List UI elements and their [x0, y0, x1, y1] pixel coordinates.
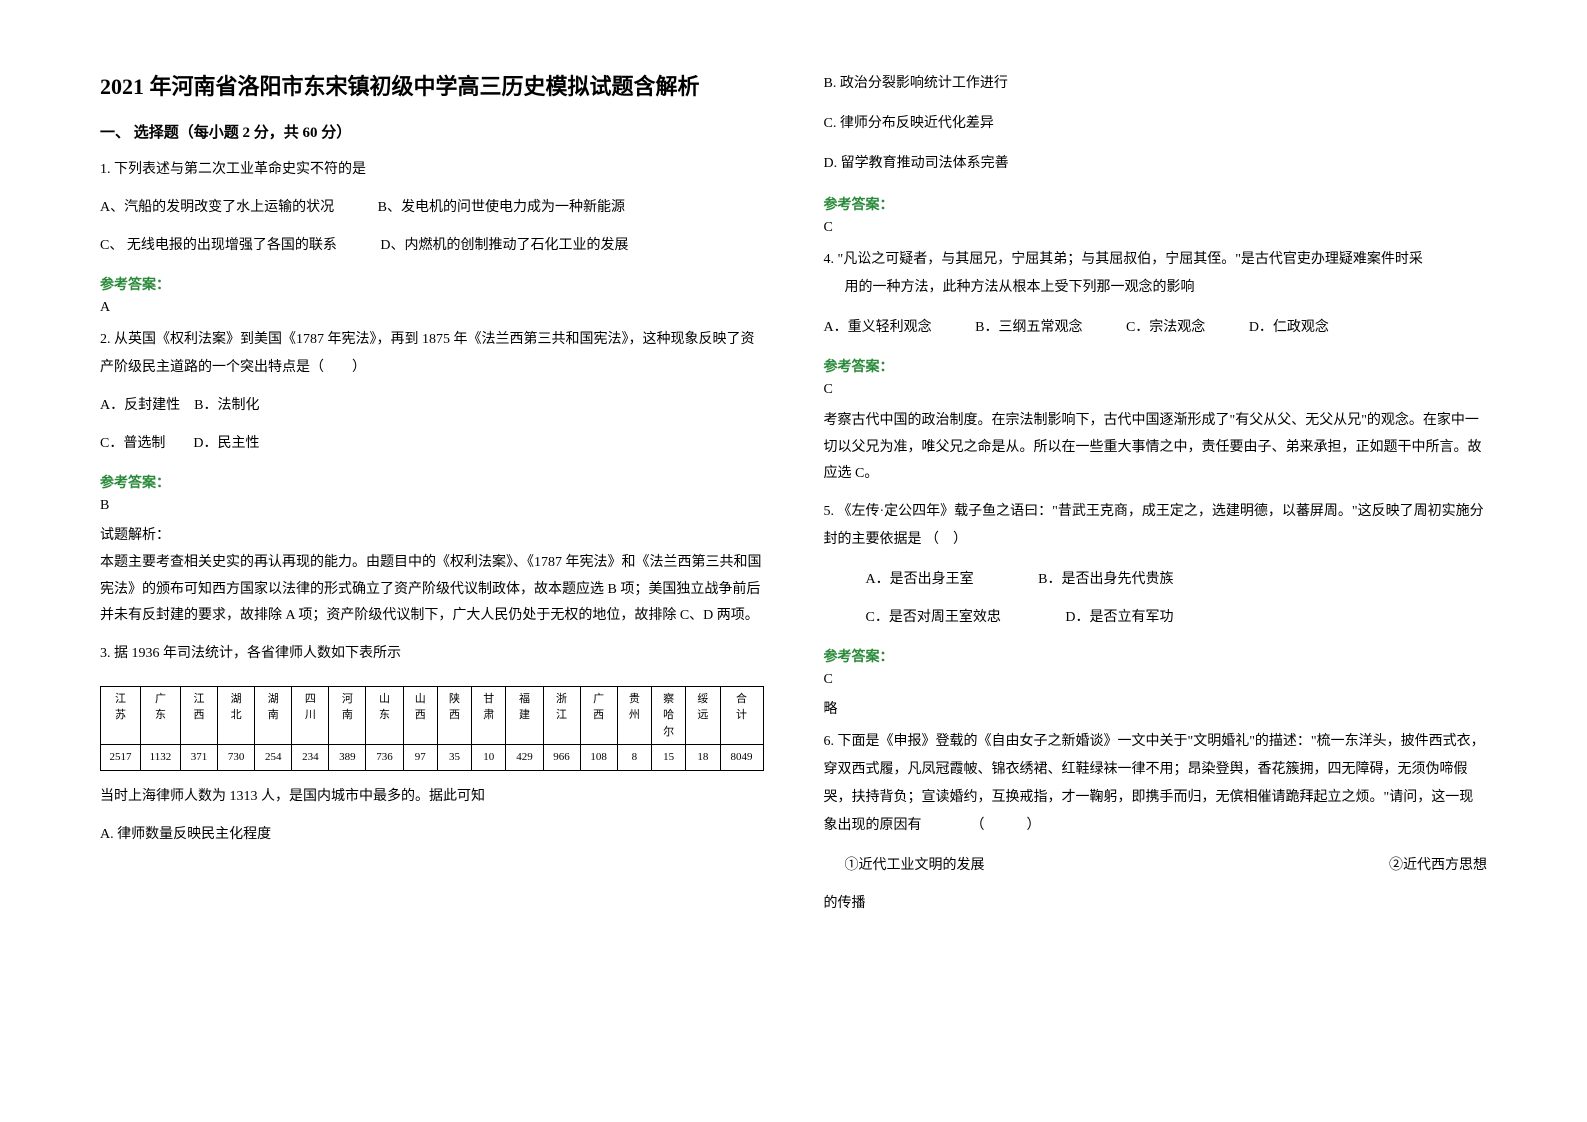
table-header-cell: 山西 [403, 686, 437, 745]
q5-note: 略 [824, 698, 1488, 718]
q4-analysis: 考察古代中国的政治制度。在宗法制影响下，古代中国逐渐形成了"有父从父、无父从兄"… [824, 408, 1488, 488]
q6-stem: 6. 下面是《申报》登载的《自由女子之新婚谈》一文中关于"文明婚礼"的描述："梳… [824, 728, 1488, 840]
table-header-cell: 河南 [329, 686, 366, 745]
q3-option-d: D. 留学教育推动司法体系完善 [824, 150, 1488, 178]
q4-stem-line2: 用的一种方法，此种方法从根本上受下列那一观念的影响 [824, 274, 1488, 302]
q6-option-2-cont: 的传播 [824, 890, 1488, 918]
table-header-cell: 察哈尔 [651, 686, 685, 745]
table-data-cell: 736 [366, 745, 403, 771]
table-header-cell: 江西 [180, 686, 217, 745]
q3-option-b: B. 政治分裂影响统计工作进行 [824, 70, 1488, 98]
q3-stem: 3. 据 1936 年司法统计，各省律师人数如下表所示 [100, 640, 764, 668]
q5-option-b: B．是否出身先代贵族 [1017, 566, 1173, 594]
table-data-cell: 18 [686, 745, 720, 771]
table-header-cell: 湖北 [218, 686, 255, 745]
table-data-row: 2517113237173025423438973697351042996610… [101, 745, 764, 771]
left-column: 2021 年河南省洛阳市东宋镇初级中学高三历史模拟试题含解析 一、 选择题（每小… [100, 70, 764, 1082]
q4-answer: C [824, 382, 1488, 398]
table-header-cell: 广东 [140, 686, 180, 745]
q1-answer: A [100, 300, 764, 316]
q5-option-a: A．是否出身王室 [845, 566, 974, 594]
table-header-cell: 广西 [580, 686, 617, 745]
q6-options-row: ①近代工业文明的发展 ②近代西方思想 [824, 852, 1488, 880]
table-data-cell: 10 [472, 745, 506, 771]
table-data-cell: 2517 [101, 745, 141, 771]
table-data-cell: 35 [437, 745, 471, 771]
q3-answer-label: 参考答案： [824, 194, 1488, 214]
q2-options-cd: C．普选制 D．民主性 [100, 430, 764, 458]
table-data-cell: 15 [651, 745, 685, 771]
q6-option-1: ①近代工业文明的发展 [824, 852, 985, 880]
table-data-cell: 1132 [140, 745, 180, 771]
q5-option-c: C．是否对周王室效忠 [845, 604, 1001, 632]
q1-options-row2: C、 无线电报的出现增强了各国的联系 D、内燃机的创制推动了石化工业的发展 [100, 232, 764, 260]
q4-option-d: D．仁政观念 [1249, 314, 1329, 342]
q1-option-d: D、内燃机的创制推动了石化工业的发展 [380, 232, 628, 260]
table-data-cell: 234 [292, 745, 329, 771]
table-header-cell: 绥远 [686, 686, 720, 745]
q1-option-b: B、发电机的问世使电力成为一种新能源 [378, 194, 625, 222]
table-data-cell: 966 [543, 745, 580, 771]
table-header-cell: 四川 [292, 686, 329, 745]
q5-option-d: D．是否立有军功 [1044, 604, 1173, 632]
q5-stem: 5. 《左传·定公四年》载子鱼之语曰："昔武王克商，成王定之，选建明德，以蕃屏周… [824, 498, 1488, 554]
q3-answer: C [824, 220, 1488, 236]
table-header-cell: 湖南 [255, 686, 292, 745]
table-data-cell: 8 [617, 745, 651, 771]
q3-table: 江苏广东江西湖北湖南四川河南山东山西陕西甘肃福建浙江广西贵州察哈尔绥远合计 25… [100, 686, 764, 771]
q1-answer-label: 参考答案： [100, 274, 764, 294]
table-header-cell: 贵州 [617, 686, 651, 745]
q4-option-b: B．三纲五常观念 [975, 314, 1082, 342]
table-header-cell: 山东 [366, 686, 403, 745]
q6-option-2: ②近代西方思想 [1389, 852, 1487, 880]
q2-options-ab: A．反封建性 B．法制化 [100, 392, 764, 420]
q1-option-c: C、 无线电报的出现增强了各国的联系 [100, 232, 337, 260]
table-header-cell: 陕西 [437, 686, 471, 745]
table-header-cell: 福建 [506, 686, 543, 745]
right-column: B. 政治分裂影响统计工作进行 C. 律师分布反映近代化差异 D. 留学教育推动… [824, 70, 1488, 1082]
q4-options: A．重义轻利观念 B．三纲五常观念 C．宗法观念 D．仁政观念 [824, 314, 1488, 342]
q4-option-a: A．重义轻利观念 [824, 314, 932, 342]
q5-answer: C [824, 672, 1488, 688]
q2-answer-label: 参考答案： [100, 472, 764, 492]
table-header-cell: 甘肃 [472, 686, 506, 745]
table-header-row: 江苏广东江西湖北湖南四川河南山东山西陕西甘肃福建浙江广西贵州察哈尔绥远合计 [101, 686, 764, 745]
q1-option-a: A、汽船的发明改变了水上运输的状况 [100, 194, 334, 222]
q3-option-c: C. 律师分布反映近代化差异 [824, 110, 1488, 138]
q5-options-row2: C．是否对周王室效忠 D．是否立有军功 [824, 604, 1488, 632]
q4-answer-label: 参考答案： [824, 356, 1488, 376]
table-header-cell: 江苏 [101, 686, 141, 745]
q1-stem: 1. 下列表述与第二次工业革命史实不符的是 [100, 156, 764, 184]
q4-stem-line1: 4. "凡讼之可疑者，与其屈兄，宁屈其弟；与其屈叔伯，宁屈其侄。"是古代官吏办理… [824, 246, 1488, 274]
q5-answer-label: 参考答案： [824, 646, 1488, 666]
section-heading: 一、 选择题（每小题 2 分，共 60 分） [100, 121, 764, 142]
table-header-cell: 合计 [720, 686, 763, 745]
table-data-cell: 8049 [720, 745, 763, 771]
q2-analysis: 本题主要考查相关史实的再认再现的能力。由题目中的《权利法案》、《1787 年宪法… [100, 550, 764, 630]
document-title: 2021 年河南省洛阳市东宋镇初级中学高三历史模拟试题含解析 [100, 70, 764, 103]
q2-analysis-label: 试题解析： [100, 524, 764, 544]
table-data-cell: 371 [180, 745, 217, 771]
q3-option-a: A. 律师数量反映民主化程度 [100, 821, 764, 849]
q3-note: 当时上海律师人数为 1313 人，是国内城市中最多的。据此可知 [100, 783, 764, 811]
q2-answer: B [100, 498, 764, 514]
table-header-cell: 浙江 [543, 686, 580, 745]
table-data-cell: 97 [403, 745, 437, 771]
q5-options-row1: A．是否出身王室 B．是否出身先代贵族 [824, 566, 1488, 594]
table-data-cell: 108 [580, 745, 617, 771]
q2-stem: 2. 从英国《权利法案》到美国《1787 年宪法》，再到 1875 年《法兰西第… [100, 326, 764, 382]
q1-options-row1: A、汽船的发明改变了水上运输的状况 B、发电机的问世使电力成为一种新能源 [100, 194, 764, 222]
table-data-cell: 389 [329, 745, 366, 771]
table-data-cell: 730 [218, 745, 255, 771]
q4-option-c: C．宗法观念 [1126, 314, 1205, 342]
table-data-cell: 254 [255, 745, 292, 771]
table-data-cell: 429 [506, 745, 543, 771]
